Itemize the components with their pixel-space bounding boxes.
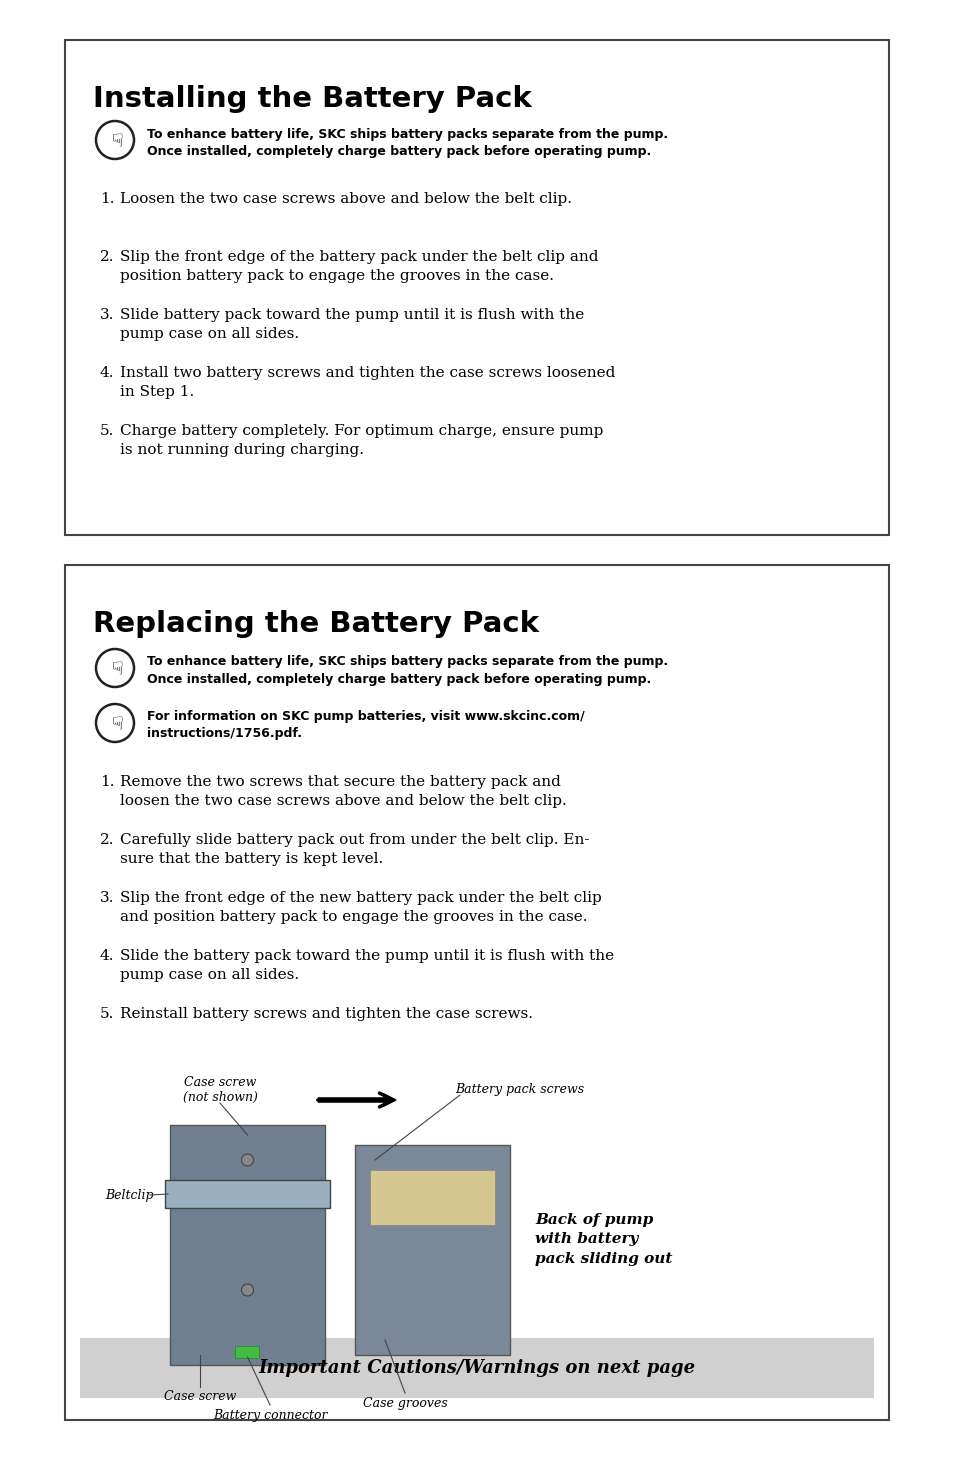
Text: Reinstall battery screws and tighten the case screws.: Reinstall battery screws and tighten the… [120,1007,533,1021]
FancyBboxPatch shape [235,1347,259,1358]
FancyBboxPatch shape [165,1180,330,1208]
FancyBboxPatch shape [90,1065,863,1356]
Circle shape [241,1153,253,1167]
Text: Loosen the two case screws above and below the belt clip.: Loosen the two case screws above and bel… [120,192,572,206]
Text: Installing the Battery Pack: Installing the Battery Pack [92,86,532,114]
FancyBboxPatch shape [170,1125,325,1364]
Text: ☞: ☞ [106,131,124,148]
Text: Battery connector: Battery connector [213,1409,327,1422]
Text: 3.: 3. [100,308,114,322]
Text: Back of pump
with battery
pack sliding out: Back of pump with battery pack sliding o… [535,1212,672,1266]
Text: Carefully slide battery pack out from under the belt clip. En-
sure that the bat: Carefully slide battery pack out from un… [120,833,589,866]
Text: 5.: 5. [100,1007,114,1021]
Text: ☞: ☞ [106,659,124,676]
Text: Case grooves: Case grooves [362,1397,447,1410]
Text: Slide the battery pack toward the pump until it is flush with the
pump case on a: Slide the battery pack toward the pump u… [120,948,614,982]
Text: Remove the two screws that secure the battery pack and
loosen the two case screw: Remove the two screws that secure the ba… [120,774,566,808]
Text: 4.: 4. [100,366,114,381]
Text: Slide battery pack toward the pump until it is flush with the
pump case on all s: Slide battery pack toward the pump until… [120,308,583,341]
FancyBboxPatch shape [355,1145,510,1356]
Text: Slip the front edge of the new battery pack under the belt clip
and position bat: Slip the front edge of the new battery p… [120,891,601,923]
Text: 1.: 1. [100,192,114,206]
Text: To enhance battery life, SKC ships battery packs separate from the pump.
Once in: To enhance battery life, SKC ships batte… [147,128,667,158]
Text: Beltclip: Beltclip [105,1189,153,1202]
Text: 3.: 3. [100,891,114,906]
FancyBboxPatch shape [65,565,888,1420]
Text: To enhance battery life, SKC ships battery packs separate from the pump.
Once in: To enhance battery life, SKC ships batte… [147,655,667,686]
Text: For information on SKC pump batteries, visit www.skcinc.com/
instructions/1756.p: For information on SKC pump batteries, v… [147,709,584,740]
Text: 5.: 5. [100,423,114,438]
FancyBboxPatch shape [65,40,888,535]
Text: Important Cautions/Warnings on next page: Important Cautions/Warnings on next page [258,1358,695,1378]
Text: (not shown): (not shown) [182,1090,257,1103]
Text: 4.: 4. [100,948,114,963]
Text: Install two battery screws and tighten the case screws loosened
in Step 1.: Install two battery screws and tighten t… [120,366,615,398]
Text: Case screw: Case screw [164,1391,236,1404]
Text: Slip the front edge of the battery pack under the belt clip and
position battery: Slip the front edge of the battery pack … [120,249,598,283]
Text: Battery pack screws: Battery pack screws [455,1084,584,1096]
FancyBboxPatch shape [80,1338,873,1398]
Text: 2.: 2. [100,833,114,847]
Text: 1.: 1. [100,774,114,789]
Text: Charge battery completely. For optimum charge, ensure pump
is not running during: Charge battery completely. For optimum c… [120,423,602,457]
Text: ☞: ☞ [106,715,124,732]
Text: 2.: 2. [100,249,114,264]
Text: Case screw: Case screw [184,1077,256,1090]
Text: Replacing the Battery Pack: Replacing the Battery Pack [92,611,538,639]
Circle shape [241,1285,253,1297]
FancyBboxPatch shape [370,1170,495,1226]
